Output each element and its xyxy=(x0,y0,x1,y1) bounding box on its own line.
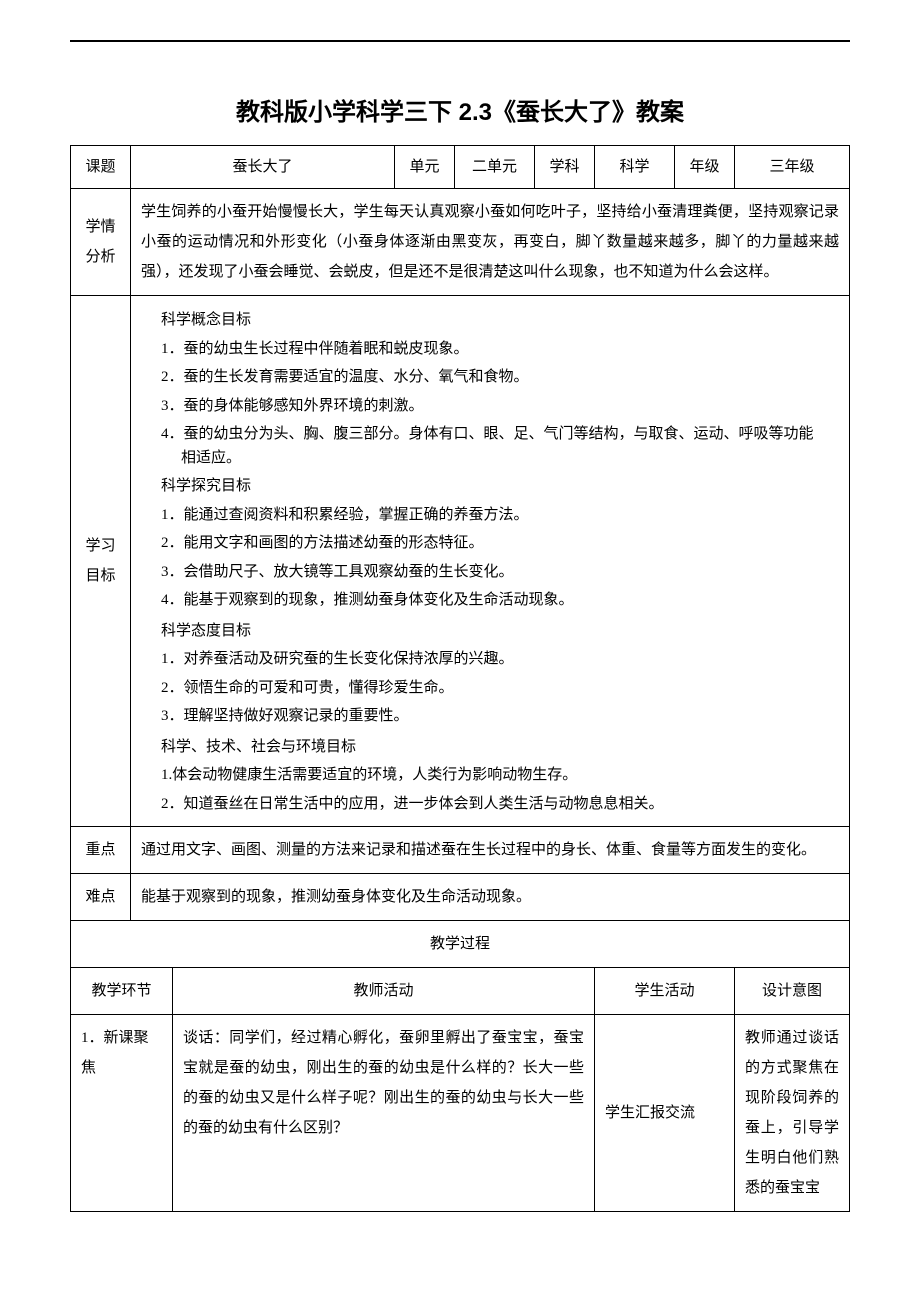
student-activity: 学生汇报交流 xyxy=(595,1015,735,1212)
difficulty-row: 难点 能基于观察到的现象，推测幼蚕身体变化及生命活动现象。 xyxy=(71,874,850,921)
difficulty-content: 能基于观察到的现象，推测幼蚕身体变化及生命活动现象。 xyxy=(131,874,850,921)
concept-heading: 科学概念目标 xyxy=(161,306,819,335)
stse-heading: 科学、技术、社会与环境目标 xyxy=(161,733,819,762)
objectives-content: 科学概念目标 1．蚕的幼虫生长过程中伴随着眠和蜕皮现象。 2．蚕的生长发育需要适… xyxy=(131,296,850,827)
teacher-activity: 谈话：同学们，经过精心孵化，蚕卵里孵出了蚕宝宝，蚕宝宝就是蚕的幼虫，刚出生的蚕的… xyxy=(172,1015,594,1212)
stse-item: 1.体会动物健康生活需要适宜的环境，人类行为影响动物生存。 xyxy=(161,761,819,790)
keypoint-content: 通过用文字、画图、测量的方法来记录和描述蚕在生长过程中的身长、体重、食量等方面发… xyxy=(131,827,850,874)
unit-label: 单元 xyxy=(395,146,455,189)
grade-label: 年级 xyxy=(675,146,735,189)
top-divider xyxy=(70,40,850,42)
header-row: 课题 蚕长大了 单元 二单元 学科 科学 年级 三年级 xyxy=(71,146,850,189)
inquiry-item: 4．能基于观察到的现象，推测幼蚕身体变化及生命活动现象。 xyxy=(161,586,819,615)
concept-item: 4．蚕的幼虫分为头、胸、腹三部分。身体有口、眼、足、气门等结构，与取食、运动、呼… xyxy=(161,422,819,470)
process-title: 教学过程 xyxy=(71,921,850,968)
stage-name: 1．新课聚焦 xyxy=(71,1015,173,1212)
analysis-row: 学情分析 学生饲养的小蚕开始慢慢长大，学生每天认真观察小蚕如何吃叶子，坚持给小蚕… xyxy=(71,189,850,296)
stage-row: 1．新课聚焦 谈话：同学们，经过精心孵化，蚕卵里孵出了蚕宝宝，蚕宝宝就是蚕的幼虫… xyxy=(71,1015,850,1212)
objectives-label: 学习目标 xyxy=(71,296,131,827)
inquiry-heading: 科学探究目标 xyxy=(161,472,819,501)
process-header-row: 教学环节 教师活动 学生活动 设计意图 xyxy=(71,968,850,1015)
topic-value: 蚕长大了 xyxy=(131,146,395,189)
grade-value: 三年级 xyxy=(735,146,850,189)
analysis-label: 学情分析 xyxy=(71,189,131,296)
unit-value: 二单元 xyxy=(455,146,535,189)
col-intent-header: 设计意图 xyxy=(735,968,850,1015)
concept-item: 2．蚕的生长发育需要适宜的温度、水分、氧气和食物。 xyxy=(161,363,819,392)
col-stage-header: 教学环节 xyxy=(71,968,173,1015)
objectives-row: 学习目标 科学概念目标 1．蚕的幼虫生长过程中伴随着眠和蜕皮现象。 2．蚕的生长… xyxy=(71,296,850,827)
attitude-item: 3．理解坚持做好观察记录的重要性。 xyxy=(161,702,819,731)
topic-label: 课题 xyxy=(71,146,131,189)
subject-label: 学科 xyxy=(535,146,595,189)
difficulty-label: 难点 xyxy=(71,874,131,921)
process-title-row: 教学过程 xyxy=(71,921,850,968)
stse-item: 2．知道蚕丝在日常生活中的应用，进一步体会到人类生活与动物息息相关。 xyxy=(161,790,819,819)
lesson-plan-table: 课题 蚕长大了 单元 二单元 学科 科学 年级 三年级 学情分析 学生饲养的小蚕… xyxy=(70,145,850,1212)
inquiry-item: 3．会借助尺子、放大镜等工具观察幼蚕的生长变化。 xyxy=(161,558,819,587)
attitude-item: 1．对养蚕活动及研究蚕的生长变化保持浓厚的兴趣。 xyxy=(161,645,819,674)
document-title: 教科版小学科学三下 2.3《蚕长大了》教案 xyxy=(70,92,850,127)
col-student-header: 学生活动 xyxy=(595,968,735,1015)
concept-item: 3．蚕的身体能够感知外界环境的刺激。 xyxy=(161,392,819,421)
keypoint-label: 重点 xyxy=(71,827,131,874)
inquiry-item: 2．能用文字和画图的方法描述幼蚕的形态特征。 xyxy=(161,529,819,558)
inquiry-item: 1．能通过查阅资料和积累经验，掌握正确的养蚕方法。 xyxy=(161,501,819,530)
design-intent: 教师通过谈话的方式聚焦在现阶段饲养的蚕上，引导学生明白他们熟悉的蚕宝宝 xyxy=(735,1015,850,1212)
attitude-item: 2．领悟生命的可爱和可贵，懂得珍爱生命。 xyxy=(161,674,819,703)
keypoint-row: 重点 通过用文字、画图、测量的方法来记录和描述蚕在生长过程中的身长、体重、食量等… xyxy=(71,827,850,874)
analysis-content: 学生饲养的小蚕开始慢慢长大，学生每天认真观察小蚕如何吃叶子，坚持给小蚕清理粪便，… xyxy=(131,189,850,296)
subject-value: 科学 xyxy=(595,146,675,189)
attitude-heading: 科学态度目标 xyxy=(161,617,819,646)
concept-item: 1．蚕的幼虫生长过程中伴随着眠和蜕皮现象。 xyxy=(161,335,819,364)
col-teacher-header: 教师活动 xyxy=(172,968,594,1015)
